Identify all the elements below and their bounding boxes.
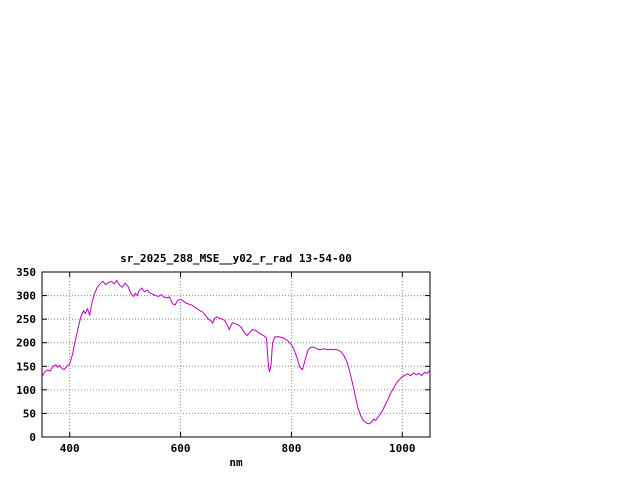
x-axis-label: nm xyxy=(229,456,243,469)
y-tick-label: 100 xyxy=(16,384,36,397)
series-line xyxy=(41,279,431,425)
y-tick-label: 50 xyxy=(23,407,36,420)
x-tick-label: 1000 xyxy=(389,442,416,455)
chart-title: sr_2025_288_MSE__y02_r_rad 13-54-00 xyxy=(120,252,352,265)
grid xyxy=(42,272,430,437)
y-tick-label: 200 xyxy=(16,337,36,350)
y-tick-label: 350 xyxy=(16,266,36,279)
axis-ticks xyxy=(42,271,430,438)
plot-border xyxy=(41,271,431,438)
x-tick-label: 400 xyxy=(60,442,80,455)
tick-labels: 400 600 800 1000 0 50 100 150 200 250 300 350 xyxy=(16,266,415,455)
y-tick-label: 300 xyxy=(16,290,36,303)
y-tick-label: 150 xyxy=(16,360,36,373)
x-tick-label: 800 xyxy=(281,442,301,455)
x-tick-label: 600 xyxy=(171,442,191,455)
y-tick-label: 0 xyxy=(29,431,36,444)
y-tick-label: 250 xyxy=(16,313,36,326)
